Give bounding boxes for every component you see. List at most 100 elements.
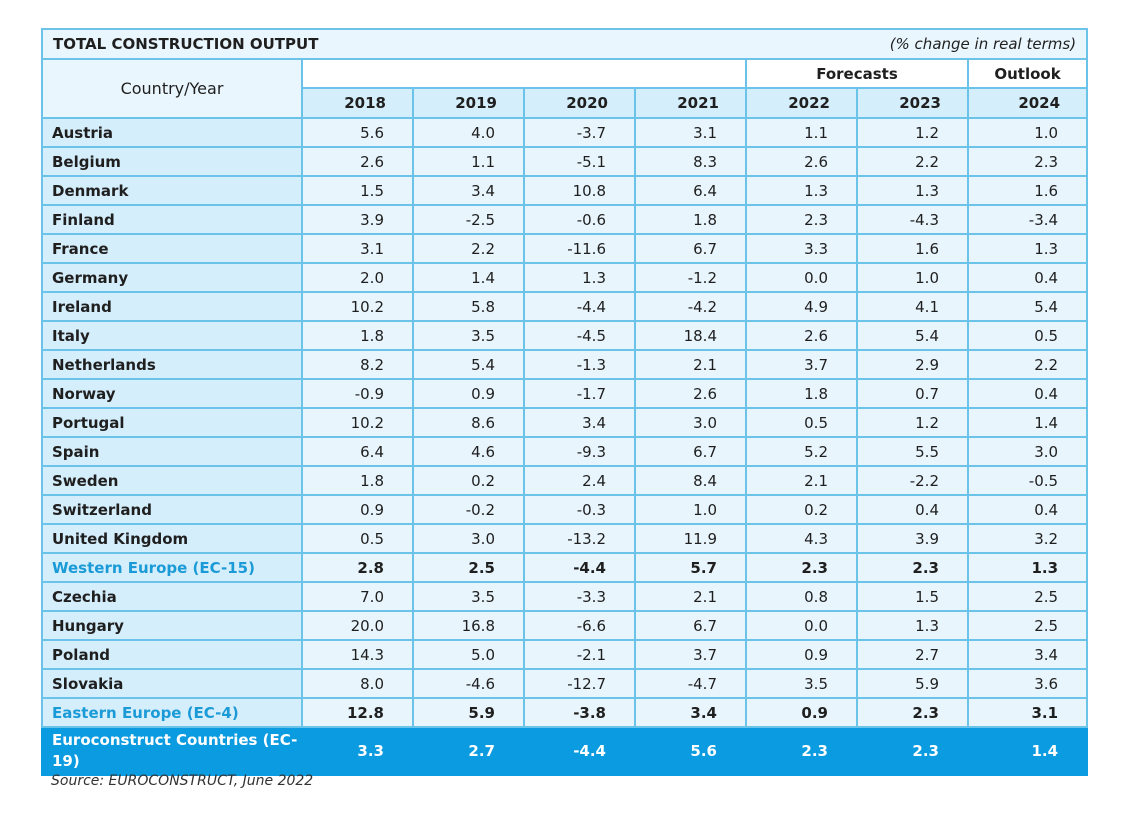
table-row: Norway -0.9 0.9 -1.7 2.6 1.8 0.7 0.4 xyxy=(41,378,1089,409)
value-cell: 3.4 xyxy=(523,407,636,438)
value-cell: 1.8 xyxy=(301,320,414,351)
value-cell: 1.4 xyxy=(966,407,1089,438)
value-cell: 1.6 xyxy=(856,233,969,264)
value-cell: 1.1 xyxy=(745,117,858,148)
table-row: Spain 6.4 4.6 -9.3 6.7 5.2 5.5 3.0 xyxy=(41,436,1089,467)
value-cell: 0.9 xyxy=(412,378,525,409)
value-cell: 2.5 xyxy=(412,552,525,583)
value-cell: 8.4 xyxy=(634,465,747,496)
value-cell: 0.8 xyxy=(745,581,858,612)
value-cell: 2.7 xyxy=(412,726,525,776)
value-cell: -1.2 xyxy=(634,262,747,293)
value-cell: 1.1 xyxy=(412,146,525,177)
country-label: Denmark xyxy=(41,175,303,206)
value-cell: -2.5 xyxy=(412,204,525,235)
table-row: Czechia 7.0 3.5 -3.3 2.1 0.8 1.5 2.5 xyxy=(41,581,1089,612)
value-cell: 1.4 xyxy=(412,262,525,293)
value-cell: 2.9 xyxy=(856,349,969,380)
table-unit-note: (% change in real terms) xyxy=(889,35,1077,53)
value-cell: -2.2 xyxy=(856,465,969,496)
value-cell: 2.6 xyxy=(634,378,747,409)
value-cell: 0.9 xyxy=(301,494,414,525)
value-cell: 2.1 xyxy=(634,349,747,380)
country-label: France xyxy=(41,233,303,264)
table-row: Switzerland 0.9 -0.2 -0.3 1.0 0.2 0.4 0.4 xyxy=(41,494,1089,525)
country-label: Netherlands xyxy=(41,349,303,380)
value-cell: 0.5 xyxy=(301,523,414,554)
value-cell: -9.3 xyxy=(523,436,636,467)
value-cell: 5.2 xyxy=(745,436,858,467)
outlook-group-header: Outlook xyxy=(966,58,1089,89)
value-cell: -1.3 xyxy=(523,349,636,380)
value-cell: 5.4 xyxy=(966,291,1089,322)
value-cell: 8.0 xyxy=(301,668,414,699)
value-cell: 5.8 xyxy=(412,291,525,322)
source-note: Source: EUROCONSTRUCT, June 2022 xyxy=(51,773,314,789)
country-label: Norway xyxy=(41,378,303,409)
value-cell: 1.3 xyxy=(856,610,969,641)
table-row: United Kingdom 0.5 3.0 -13.2 11.9 4.3 3.9 3.2 xyxy=(41,523,1089,554)
value-cell: 4.9 xyxy=(745,291,858,322)
value-cell: 1.4 xyxy=(966,726,1089,776)
country-label: Western Europe (EC-15) xyxy=(41,552,303,583)
value-cell: -11.6 xyxy=(523,233,636,264)
year-header: 2023 xyxy=(856,87,969,119)
total-row: Euroconstruct Countries (EC-19) 3.3 2.7 -4.… xyxy=(41,726,1089,776)
forecasts-group-header: Forecasts xyxy=(745,58,969,89)
value-cell: 2.3 xyxy=(745,552,858,583)
value-cell: 2.4 xyxy=(523,465,636,496)
value-cell: 5.9 xyxy=(856,668,969,699)
value-cell: 3.1 xyxy=(634,117,747,148)
value-cell: 16.8 xyxy=(412,610,525,641)
value-cell: -3.4 xyxy=(966,204,1089,235)
table-row: Sweden 1.8 0.2 2.4 8.4 2.1 -2.2 -0.5 xyxy=(41,465,1089,496)
value-cell: 4.1 xyxy=(856,291,969,322)
value-cell: 0.2 xyxy=(412,465,525,496)
table-title-cell: TOTAL CONSTRUCTION OUTPUT (% change in r… xyxy=(40,28,1089,60)
table-row: Portugal 10.2 8.6 3.4 3.0 0.5 1.2 1.4 xyxy=(41,407,1089,438)
value-cell: 0.5 xyxy=(745,407,858,438)
table-row: Austria 5.6 4.0 -3.7 3.1 1.1 1.2 1.0 xyxy=(41,117,1089,148)
value-cell: 0.4 xyxy=(966,262,1089,293)
value-cell: 0.2 xyxy=(745,494,858,525)
value-cell: 2.5 xyxy=(966,610,1089,641)
corner-label: Country/Year xyxy=(41,58,303,119)
value-cell: -4.3 xyxy=(856,204,969,235)
year-header: 2024 xyxy=(966,87,1089,119)
value-cell: 3.0 xyxy=(966,436,1089,467)
year-header: 2021 xyxy=(634,87,747,119)
value-cell: 18.4 xyxy=(634,320,747,351)
value-cell: 3.4 xyxy=(634,697,747,728)
country-label: Switzerland xyxy=(41,494,303,525)
value-cell: 0.7 xyxy=(856,378,969,409)
value-cell: 1.8 xyxy=(301,465,414,496)
year-header-row: 2018 2019 2020 2021 2022 2023 2024 xyxy=(42,87,1089,119)
value-cell: 3.2 xyxy=(966,523,1089,554)
value-cell: 6.4 xyxy=(634,175,747,206)
value-cell: -0.6 xyxy=(523,204,636,235)
value-cell: 0.4 xyxy=(856,494,969,525)
country-label: Hungary xyxy=(41,610,303,641)
country-label: Euroconstruct Countries (EC-19) xyxy=(41,726,303,776)
value-cell: 2.0 xyxy=(301,262,414,293)
country-label: Belgium xyxy=(41,146,303,177)
construction-output-table-container: TOTAL CONSTRUCTION OUTPUT (% change in r… xyxy=(40,28,1089,776)
country-label: Italy xyxy=(41,320,303,351)
value-cell: 3.7 xyxy=(634,639,747,670)
value-cell: 11.9 xyxy=(634,523,747,554)
value-cell: 1.3 xyxy=(745,175,858,206)
value-cell: 3.5 xyxy=(745,668,858,699)
value-cell: -12.7 xyxy=(523,668,636,699)
value-cell: 2.6 xyxy=(745,146,858,177)
value-cell: -4.6 xyxy=(412,668,525,699)
value-cell: 3.0 xyxy=(634,407,747,438)
value-cell: 0.4 xyxy=(966,494,1089,525)
value-cell: 1.3 xyxy=(856,175,969,206)
value-cell: 1.5 xyxy=(856,581,969,612)
value-cell: -3.3 xyxy=(523,581,636,612)
value-cell: 3.9 xyxy=(301,204,414,235)
value-cell: -4.4 xyxy=(523,726,636,776)
value-cell: 10.8 xyxy=(523,175,636,206)
value-cell: -13.2 xyxy=(523,523,636,554)
value-cell: 1.2 xyxy=(856,407,969,438)
